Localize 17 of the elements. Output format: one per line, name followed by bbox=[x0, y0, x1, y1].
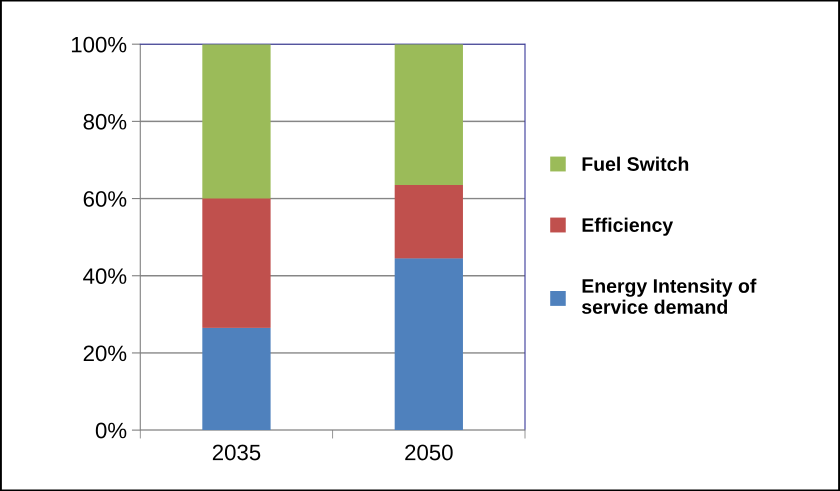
y-tick-label: 0% bbox=[96, 422, 126, 438]
y-tick-label: 20% bbox=[84, 345, 126, 362]
y-tick-label: 100% bbox=[72, 36, 126, 52]
legend-label: Energy Intensity of service demand bbox=[582, 278, 756, 314]
y-tick-label: 40% bbox=[83, 268, 126, 284]
legend-label: Fuel Switch bbox=[582, 156, 688, 171]
bar bbox=[202, 328, 271, 430]
x-tick-label: 2050 bbox=[405, 444, 453, 460]
bar bbox=[202, 44, 271, 199]
bar bbox=[202, 198, 271, 328]
y-tick-label: 60% bbox=[84, 191, 126, 207]
legend-label: Efficiency bbox=[582, 218, 674, 236]
x-tick-label: 2035 bbox=[212, 444, 260, 460]
y-tick-label: 80% bbox=[84, 114, 126, 130]
bar bbox=[394, 258, 463, 430]
bar bbox=[394, 44, 463, 186]
bar bbox=[394, 185, 463, 258]
